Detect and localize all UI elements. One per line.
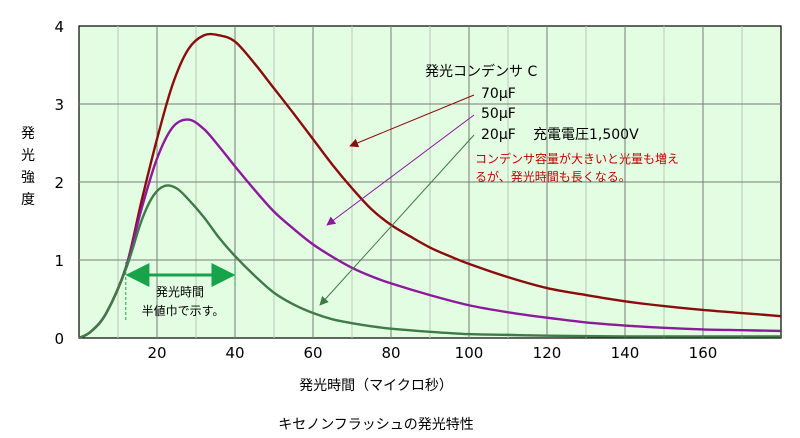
x-tick-label: 20 [147, 344, 166, 362]
tick-labels: 20 40 60 80 100 120 140 160 0 1 2 3 4 [54, 18, 717, 362]
y-label-char-2: 光 [21, 148, 35, 164]
series-line-2 [78, 184, 781, 340]
y-label-char-3: 強 [21, 170, 35, 186]
x-tick-label: 100 [455, 344, 484, 362]
pointer-70uf [349, 94, 475, 148]
legend-50uf: 50μF [481, 106, 516, 122]
legend: 発光コンデンサ C 70μF 50μF 20μF 充電電圧1,500V コンデン… [319, 63, 679, 306]
y-label-char-4: 度 [21, 192, 35, 208]
x-tick-label: 140 [611, 344, 640, 362]
y-tick-label: 0 [54, 330, 64, 348]
series-line-1 [78, 118, 782, 340]
y-label-char-1: 発 [21, 126, 35, 142]
legend-voltage: 充電電圧1,500V [533, 127, 639, 143]
chart-title: キセノンフラッシュの発光特性 [278, 417, 474, 433]
fwhm-label-2: 半値巾で示す。 [142, 303, 225, 318]
legend-70uf: 70μF [481, 86, 516, 102]
legend-20uf: 20μF [481, 127, 516, 143]
x-tick-label: 60 [303, 344, 322, 362]
pointer-50uf [326, 114, 475, 226]
note-line-2: るが、発光時間も長くなる。 [475, 169, 631, 184]
series-group [78, 32, 782, 340]
x-tick-label: 40 [225, 344, 244, 362]
y-tick-label: 4 [54, 18, 64, 36]
y-tick-label: 1 [54, 252, 64, 270]
pointer-20uf [319, 134, 475, 306]
x-axis-label: 発光時間（マイクロ秒） [299, 378, 453, 394]
note-line-1: コンデンサ容量が大きいと光量も増え [475, 151, 679, 166]
x-tick-label: 120 [533, 344, 562, 362]
x-tick-label: 160 [689, 344, 718, 362]
series-line-0 [78, 32, 782, 340]
y-tick-label: 2 [54, 174, 64, 192]
x-tick-label: 80 [381, 344, 400, 362]
y-axis-label: 発 光 強 度 [21, 126, 35, 208]
fwhm-label-1: 発光時間 [156, 285, 204, 299]
y-tick-label: 3 [54, 96, 64, 114]
fwhm-indicator: 発光時間 半値巾で示す。 [125, 262, 236, 320]
legend-title: 発光コンデンサ C [425, 63, 537, 80]
